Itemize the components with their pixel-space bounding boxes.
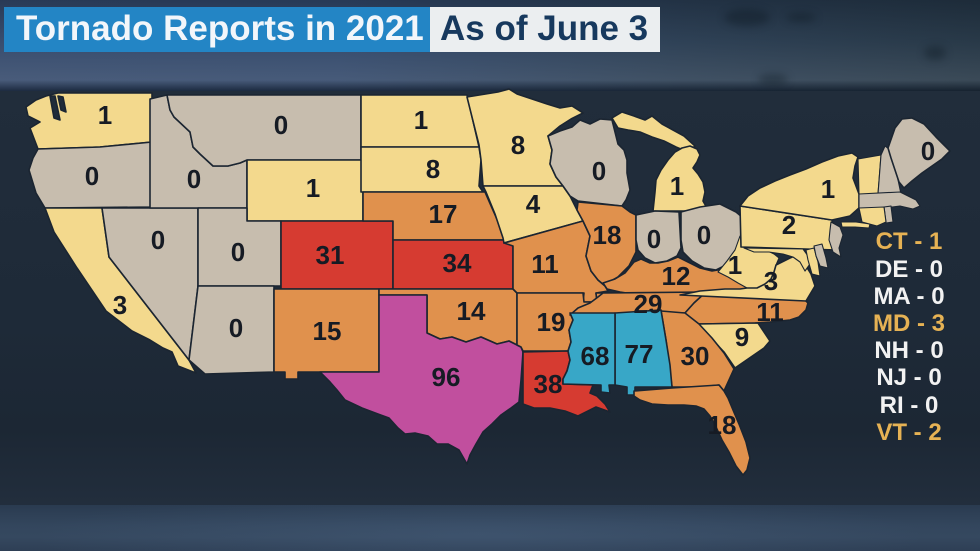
svg-text:8: 8 [426, 154, 440, 184]
svg-text:1: 1 [98, 100, 112, 130]
svg-text:8: 8 [511, 130, 525, 160]
svg-text:31: 31 [316, 240, 345, 270]
svg-text:17: 17 [429, 199, 458, 229]
svg-text:1: 1 [821, 174, 835, 204]
svg-text:14: 14 [457, 296, 486, 326]
svg-text:1: 1 [414, 105, 428, 135]
svg-text:30: 30 [681, 341, 710, 371]
svg-text:11: 11 [531, 249, 559, 279]
svg-text:1: 1 [728, 250, 742, 280]
svg-text:18: 18 [593, 220, 622, 250]
svg-text:15: 15 [313, 316, 342, 346]
svg-text:12: 12 [662, 261, 691, 291]
svg-text:3: 3 [113, 290, 127, 320]
svg-text:77: 77 [625, 339, 654, 369]
svg-text:0: 0 [231, 237, 245, 267]
svg-text:19: 19 [537, 307, 566, 337]
svg-text:68: 68 [581, 341, 610, 371]
svg-text:11: 11 [756, 297, 784, 327]
svg-text:1: 1 [306, 173, 320, 203]
svg-text:9: 9 [735, 322, 749, 352]
svg-text:0: 0 [921, 136, 935, 166]
svg-text:18: 18 [708, 410, 737, 440]
svg-text:4: 4 [526, 189, 541, 219]
svg-text:0: 0 [697, 220, 711, 250]
svg-text:0: 0 [592, 156, 606, 186]
svg-text:0: 0 [274, 110, 288, 140]
svg-text:3: 3 [764, 266, 778, 296]
svg-text:29: 29 [634, 289, 663, 319]
svg-text:0: 0 [187, 164, 201, 194]
svg-text:0: 0 [85, 161, 99, 191]
svg-text:0: 0 [647, 224, 661, 254]
svg-text:34: 34 [443, 248, 472, 278]
svg-text:2: 2 [782, 210, 796, 240]
svg-text:38: 38 [534, 369, 563, 399]
svg-text:1: 1 [670, 171, 684, 201]
svg-text:0: 0 [151, 225, 165, 255]
svg-text:96: 96 [432, 362, 461, 392]
svg-text:0: 0 [229, 313, 243, 343]
